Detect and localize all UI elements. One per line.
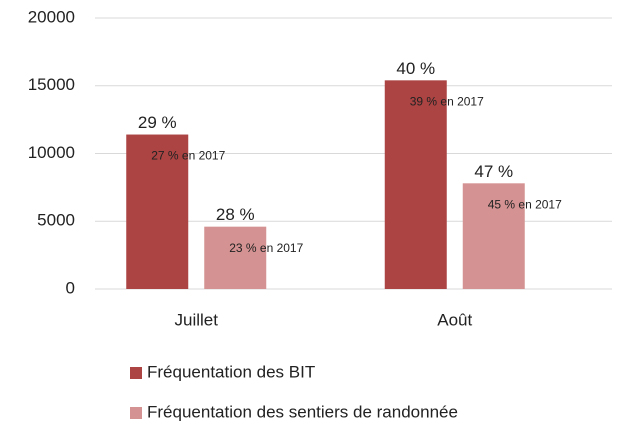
x-tick-label: Juillet: [175, 310, 219, 329]
share-2017-label: 39 % en 2017: [410, 95, 484, 109]
share-label: 29 %: [138, 113, 177, 132]
share-2017-label: 45 % en 2017: [488, 197, 562, 211]
y-tick-label: 0: [66, 278, 75, 297]
y-tick-label: 10000: [28, 143, 75, 162]
bar: [204, 226, 267, 289]
share-label: 28 %: [216, 205, 255, 224]
y-tick-label: 5000: [37, 211, 75, 230]
share-2017-label: 27 % en 2017: [151, 149, 225, 163]
share-2017-label: 23 % en 2017: [229, 241, 303, 255]
legend-swatch: [130, 367, 142, 379]
x-tick-label: Août: [437, 310, 472, 329]
legend-label: Fréquentation des BIT: [147, 362, 315, 381]
share-label: 47 %: [474, 162, 513, 181]
bar: [384, 80, 447, 289]
legend-label: Fréquentation des sentiers de randonnée: [147, 402, 458, 421]
share-label: 40 %: [396, 59, 435, 78]
bar: [462, 183, 525, 289]
legend-swatch: [130, 407, 142, 419]
y-tick-label: 15000: [28, 75, 75, 94]
bar: [126, 134, 189, 289]
y-tick-label: 20000: [28, 7, 75, 26]
